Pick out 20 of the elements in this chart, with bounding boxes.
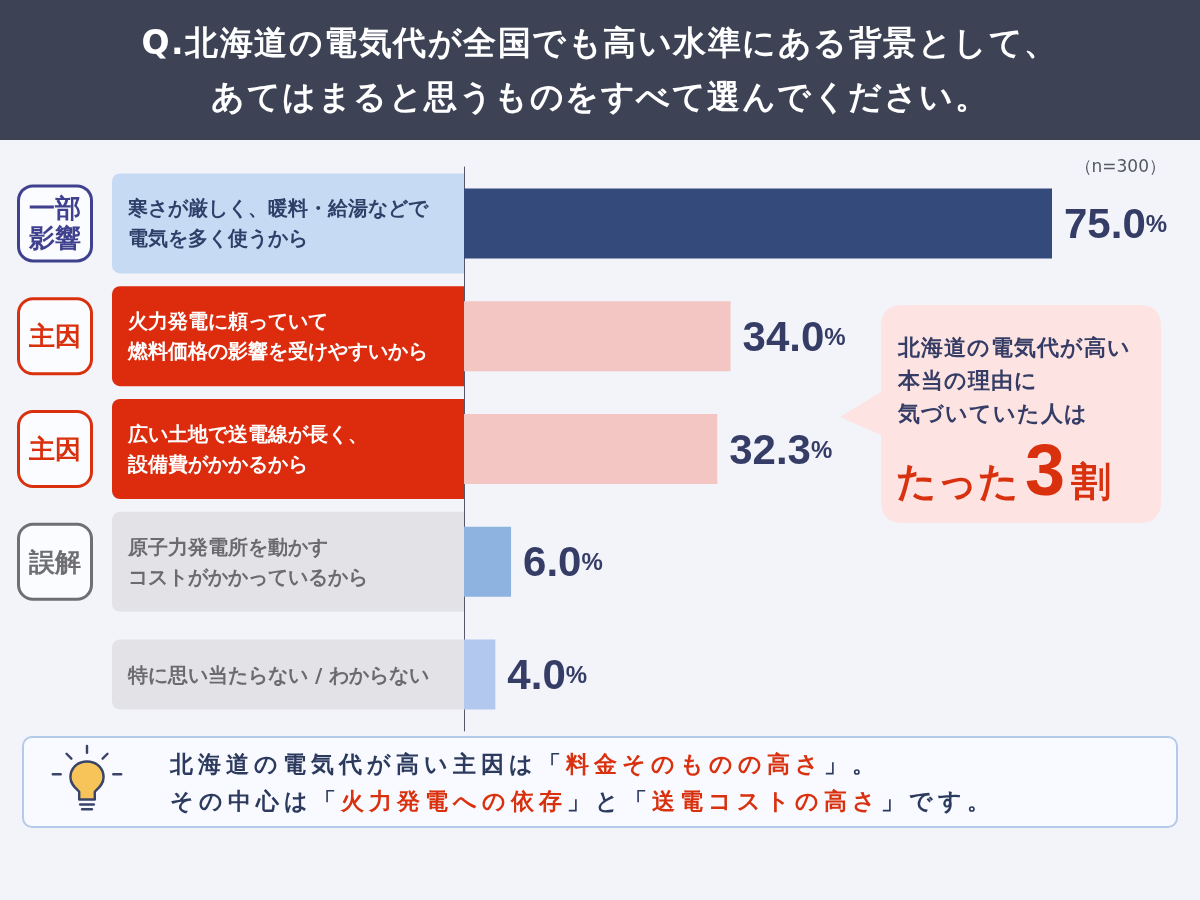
text: 一部影響 (28, 193, 81, 254)
data-label: 75.0% (1064, 199, 1168, 247)
y-tick-label: 特に思い当たらない / わからない (127, 662, 430, 687)
y-tick-label: 原子力発電所を動かすコストがかかっているから (127, 534, 368, 589)
chart-title: Q.北海道の電気代が全国でも高い水準にある背景として、あてはまると思うものをすべて選んでください。 (141, 22, 1059, 118)
text: 主因 (28, 321, 81, 352)
text: 北海道の電気代が高い主因は「料金そのものの高さ」。その中心は「火力発電への依存」と「送電コストの高さ」です。 (170, 751, 995, 814)
data-label: 34.0% (742, 312, 846, 360)
text: 主因 (28, 434, 81, 464)
data-label: 32.3% (729, 425, 833, 473)
y-tick-label: 火力発電に頼っていて燃料価格の影響を受けやすいから (127, 309, 428, 364)
bar (464, 639, 496, 710)
bar (464, 526, 512, 597)
annotation: 北海道の電気代が高い本当の理由に気づいていた人は (898, 334, 1131, 428)
y-tick-label: 寒さが厳しく、暖料・給湯などで電気を多く使うから (127, 196, 429, 251)
text: （n=300） (1074, 155, 1166, 178)
data-label: 4.0% (507, 651, 588, 699)
data-label: 6.0% (523, 538, 603, 586)
y-tick-label: 広い土地で送電線が長く、設備費がかかるから (127, 422, 368, 476)
text: 誤解 (28, 546, 81, 577)
